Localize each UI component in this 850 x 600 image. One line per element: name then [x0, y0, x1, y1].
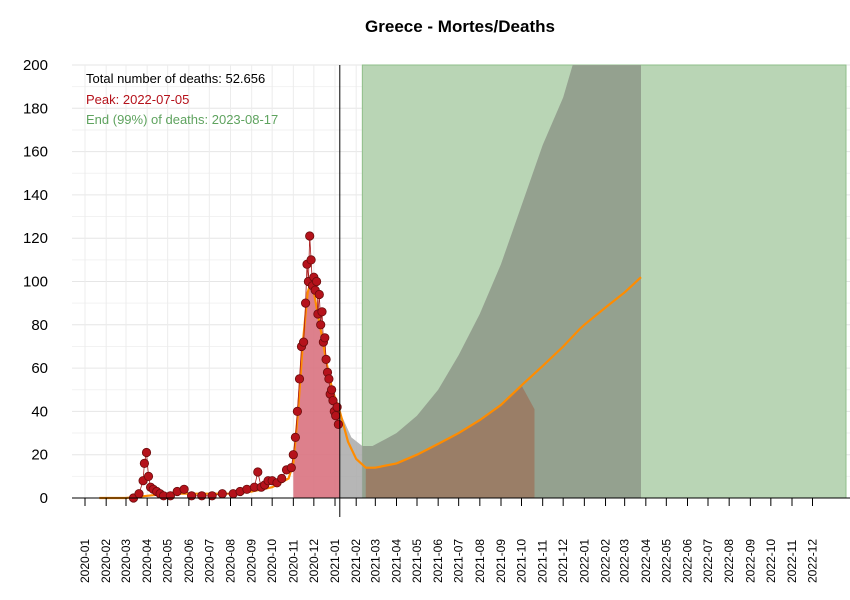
x-tick-label-2021-09: 2021-09 [494, 539, 508, 583]
y-tick-label-0: 0 [40, 490, 48, 507]
observed-point-51 [320, 333, 330, 343]
observed-point-56 [326, 385, 337, 395]
axes: 0 20 40 60 80 100 120 140 160 180 200 2020-01 2020-0… [23, 57, 850, 583]
x-tick-label-2020-09: 2020-09 [245, 539, 259, 583]
observed-point-32 [290, 432, 300, 442]
x-tick-label-2022-04: 2022-04 [639, 539, 653, 583]
observed-point-49 [317, 307, 327, 317]
x-tick-label-2021-12: 2021-12 [556, 539, 570, 583]
x-tick-label-2021-08: 2021-08 [473, 539, 487, 583]
y-tick-label-20: 20 [31, 447, 48, 464]
observed-point-54 [324, 374, 334, 384]
x-tick-label-2022-03: 2022-03 [618, 539, 632, 583]
x-tick-label-2020-08: 2020-08 [224, 539, 238, 583]
annotation-end: End (99%) of deaths: 2023-08-17 [86, 112, 278, 127]
x-tick-label-2020-01: 2020-01 [78, 539, 92, 583]
annotation-total: Total number of deaths: 52.656 [86, 71, 265, 86]
x-tick-label-2022-07: 2022-07 [701, 539, 715, 583]
observed-point-31 [288, 450, 298, 460]
observed-point-57 [328, 395, 338, 406]
x-tick-label-2022-11: 2022-11 [785, 540, 799, 583]
y-tick-label-200: 200 [23, 57, 48, 74]
x-tick-label-2020-12: 2020-12 [307, 539, 321, 583]
x-tick-label-2020-07: 2020-07 [202, 539, 216, 583]
forecast-fitted-line [338, 276, 642, 469]
x-tick-label-2021-04: 2021-04 [389, 539, 403, 583]
x-tick-label-2021-05: 2021-05 [410, 539, 424, 583]
x-tick-label-2020-11: 2020-11 [286, 540, 300, 583]
y-tick-label-80: 80 [31, 317, 48, 334]
x-tick-label-2022-08: 2022-08 [722, 539, 736, 583]
x-tick-label-2022-05: 2022-05 [659, 539, 673, 583]
observed-point-36 [298, 337, 309, 347]
observed-point-61 [333, 419, 343, 429]
observed-point-3 [139, 458, 149, 468]
x-tick-label-2020-02: 2020-02 [99, 539, 113, 583]
x-tick-label-2020-03: 2020-03 [119, 539, 133, 583]
x-tick-label-2022-01: 2022-01 [577, 539, 591, 583]
observed-point-47 [314, 289, 324, 300]
lower-band-area [365, 385, 535, 498]
x-tick-label-2021-01: 2021-01 [328, 539, 342, 583]
observed-area [293, 283, 340, 498]
annotation-peak: Peak: 2022-07-05 [86, 92, 189, 107]
observed-point-40 [305, 231, 315, 241]
observed-point-15 [197, 491, 207, 501]
observed-point-13 [179, 484, 189, 494]
x-tick-label-2020-04: 2020-04 [140, 539, 154, 583]
observed-point-30 [286, 463, 296, 473]
x-tick-label-2021-06: 2021-06 [431, 539, 445, 583]
x-tick-label-2020-05: 2020-05 [161, 539, 175, 583]
y-tick-label-180: 180 [23, 100, 48, 117]
observed-point-22 [253, 467, 263, 477]
y-tick-label-60: 60 [31, 360, 48, 377]
chart-title: Greece - Mortes/Deaths [365, 17, 555, 36]
observed-point-28 [277, 473, 287, 484]
x-tick-label-2021-07: 2021-07 [452, 539, 466, 583]
observed-point-33 [292, 406, 302, 416]
x-tick-label-2020-06: 2020-06 [182, 539, 196, 583]
x-tick-label-2022-02: 2022-02 [599, 539, 613, 583]
observed-point-1 [134, 489, 144, 499]
y-tick-label-40: 40 [31, 403, 48, 420]
observed-point-34 [294, 374, 305, 384]
observed-point-17 [217, 489, 227, 499]
observed-point-20 [242, 484, 252, 494]
observed-point-37 [300, 298, 311, 308]
observed-point-52 [321, 354, 331, 364]
observed-point-45 [311, 276, 322, 287]
x-tick-label-2021-11: 2021-11 [536, 540, 550, 583]
observed-point-60 [332, 402, 342, 412]
y-tick-label-120: 120 [23, 230, 48, 247]
areas [293, 65, 641, 498]
y-tick-label-160: 160 [23, 144, 48, 161]
x-tick-label-2022-12: 2022-12 [806, 539, 820, 583]
x-tick-label-2021-02: 2021-02 [349, 539, 363, 583]
observed-point-4 [141, 447, 152, 458]
forecast-area [362, 65, 641, 498]
x-tick-label-2022-10: 2022-10 [764, 539, 778, 583]
x-tick-label-2021-10: 2021-10 [515, 539, 529, 583]
observed-point-41 [306, 255, 316, 265]
observed-point-5 [143, 471, 154, 481]
observed-point-48 [316, 320, 326, 330]
y-tick-label-100: 100 [23, 274, 48, 291]
y-tick-label-140: 140 [23, 187, 48, 204]
x-tick-label-2020-10: 2020-10 [265, 539, 279, 583]
x-tick-label-2021-03: 2021-03 [368, 539, 382, 583]
observed-point-59 [331, 411, 341, 421]
x-tick-label-2022-06: 2022-06 [680, 539, 694, 583]
x-tick-label-2022-09: 2022-09 [743, 539, 757, 583]
